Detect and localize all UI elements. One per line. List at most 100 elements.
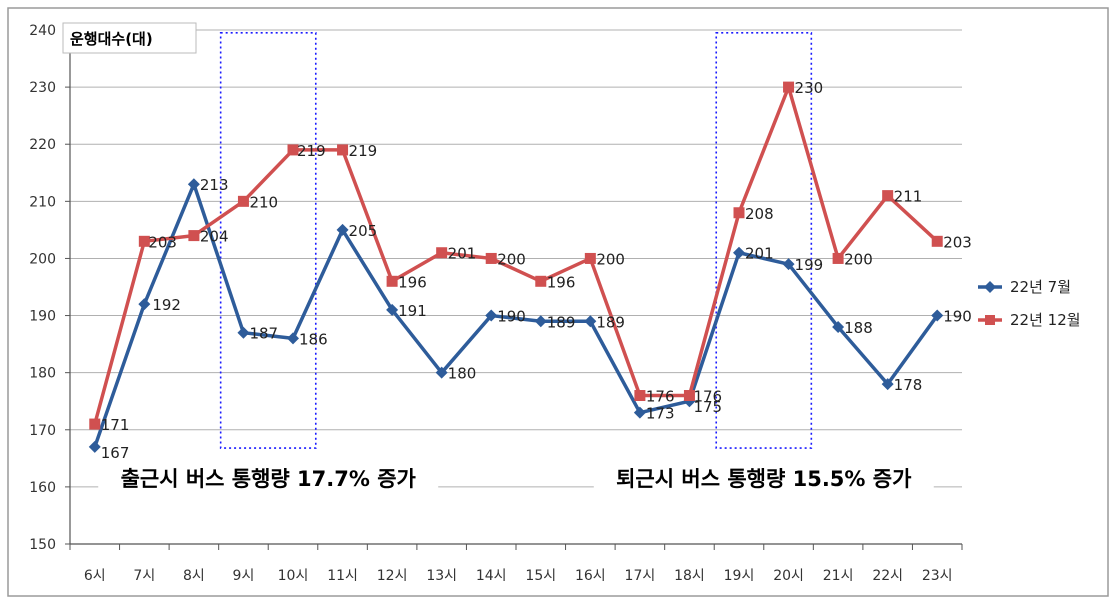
data-label: 189 — [547, 313, 576, 331]
data-point — [386, 275, 398, 287]
axes: 150 160 170 180 190 200 210 220 230 240 6시 7시 8시 9시 10… — [29, 23, 963, 584]
data-label: 213 — [200, 176, 229, 194]
data-label: 196 — [398, 273, 427, 291]
data-point — [287, 332, 299, 345]
annotations: 출근시 버스 통행량 17.7% 증가 퇴근시 버스 통행량 15.5% 증가 — [98, 460, 934, 496]
data-point — [783, 81, 795, 93]
x-tick-label: 20시 — [773, 568, 804, 584]
y-axis-title-box: 운행대수(대) — [62, 22, 197, 54]
data-point — [336, 223, 349, 236]
data-label: 175 — [693, 398, 722, 416]
data-label: 190 — [497, 308, 526, 326]
data-point — [683, 390, 695, 402]
data-point — [485, 252, 497, 264]
x-tick-label: 12시 — [377, 568, 408, 584]
x-tick-label: 18시 — [674, 568, 705, 584]
data-label: 230 — [795, 79, 824, 97]
data-point — [237, 195, 249, 207]
series-line — [93, 85, 939, 425]
annotation-text: 출근시 버스 통행량 17.7% 증가 — [121, 467, 417, 491]
data-point — [584, 315, 597, 328]
data-point — [485, 309, 498, 322]
data-label: 187 — [249, 325, 278, 343]
annotation-background — [98, 460, 439, 496]
data-point — [634, 390, 646, 402]
data-point — [237, 326, 250, 339]
data-label: 189 — [596, 313, 625, 331]
x-tick-label: 23시 — [922, 568, 953, 584]
x-tick-label: 6시 — [84, 568, 106, 584]
x-tick-label: 14시 — [476, 568, 507, 584]
data-label: 200 — [596, 250, 625, 268]
data-label: 176 — [646, 388, 675, 406]
x-tick-label: 15시 — [525, 568, 556, 584]
y-tick-label: 170 — [29, 423, 56, 439]
data-label: 204 — [200, 228, 229, 246]
data-label: 203 — [943, 233, 972, 251]
x-tick-label: 17시 — [625, 568, 656, 584]
legend-label: 22년 7월 — [1010, 278, 1071, 296]
data-point — [287, 144, 299, 156]
y-tick-label: 230 — [29, 80, 56, 96]
data-point — [188, 230, 200, 242]
x-tick-label: 21시 — [823, 568, 854, 584]
y-tick-label: 190 — [29, 309, 56, 325]
x-tick-label: 11시 — [327, 568, 358, 584]
data-point — [832, 252, 844, 264]
data-label: 192 — [152, 296, 181, 314]
data-point — [138, 298, 151, 311]
data-label: 200 — [844, 250, 873, 268]
data-label: 201 — [448, 245, 477, 263]
data-label: 196 — [547, 273, 576, 291]
data-label: 190 — [943, 308, 972, 326]
data-point — [187, 178, 200, 191]
data-label: 176 — [693, 388, 722, 406]
data-label: 191 — [398, 302, 427, 320]
data-point — [832, 320, 845, 333]
data-point — [535, 275, 547, 287]
data-label: 205 — [349, 222, 378, 240]
y-axis-title: 운행대수(대) — [70, 30, 153, 48]
y-tick-label: 180 — [29, 366, 56, 382]
data-point — [633, 406, 646, 419]
data-point — [436, 247, 448, 259]
x-tick-label: 8시 — [183, 568, 205, 584]
data-label: 200 — [497, 250, 526, 268]
data-labels: 167 192 213 187 186 205 191 180 190 189 189 173 175 2… — [101, 79, 972, 462]
data-point — [881, 378, 894, 391]
data-label: 178 — [894, 376, 923, 394]
x-tick-label: 10시 — [278, 568, 309, 584]
data-point — [89, 418, 101, 430]
data-point — [931, 235, 943, 247]
data-label: 203 — [148, 233, 177, 251]
legend-label: 22년 12월 — [1010, 311, 1081, 329]
x-tick-label: 13시 — [426, 568, 457, 584]
chart-frame — [7, 7, 1109, 597]
x-tick-label: 9시 — [233, 568, 255, 584]
y-tick-label: 150 — [29, 537, 56, 553]
data-point — [88, 440, 101, 453]
data-label: 167 — [101, 444, 130, 462]
data-label: 186 — [299, 330, 328, 348]
data-label: 173 — [646, 405, 675, 423]
annotation-background — [593, 460, 934, 496]
data-point — [138, 235, 150, 247]
data-point — [733, 246, 745, 259]
x-tick-label: 7시 — [133, 568, 155, 584]
data-label: 180 — [448, 365, 477, 383]
data-label: 210 — [249, 193, 278, 211]
data-point — [337, 144, 349, 156]
data-point — [435, 366, 448, 379]
data-point — [386, 303, 399, 316]
data-point — [733, 207, 745, 219]
data-label: 171 — [101, 416, 130, 434]
data-label: 208 — [745, 205, 774, 223]
x-tick-label: 16시 — [575, 568, 606, 584]
data-label: 188 — [844, 319, 873, 337]
data-label: 201 — [745, 245, 774, 263]
series-lines — [88, 81, 944, 453]
x-tick-label: 19시 — [724, 568, 755, 584]
data-point — [584, 252, 596, 264]
